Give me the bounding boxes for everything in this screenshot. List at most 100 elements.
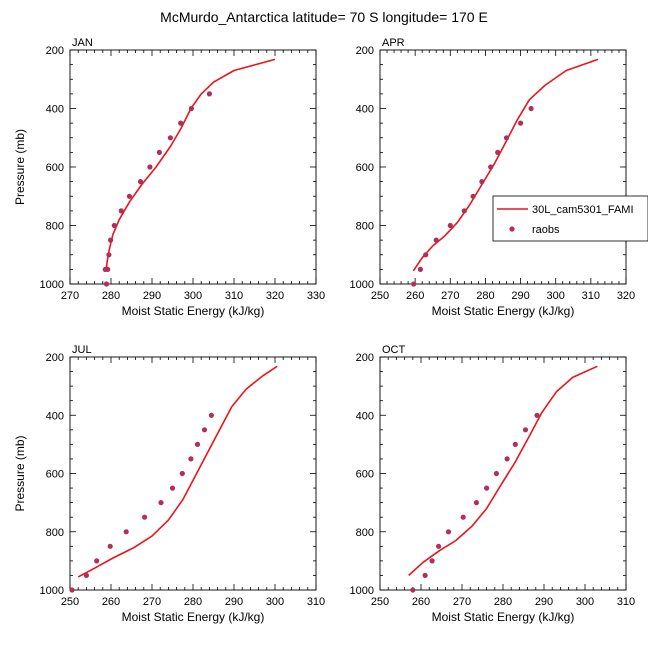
panels: 270 280 290 300 310 320 330 200 400 600 800 1000 JAN… xyxy=(13,37,635,624)
x-tick-label: 260 xyxy=(102,596,120,608)
x-tick-label: 280 xyxy=(494,596,512,608)
x-tick-label: 270 xyxy=(441,290,459,302)
obs-point xyxy=(503,135,510,141)
legend-box xyxy=(492,195,648,242)
obs-point xyxy=(447,222,453,229)
legend: 30L_cam5301_FAMI raobs xyxy=(492,195,648,242)
obs-point xyxy=(102,266,108,272)
obs-point xyxy=(423,252,429,258)
obs-point xyxy=(429,558,435,564)
x-tick-label: 300 xyxy=(266,596,284,608)
y-tick-label: 800 xyxy=(46,221,64,233)
obs-point xyxy=(167,135,173,141)
obs-point xyxy=(493,470,499,477)
obs-point xyxy=(178,120,184,126)
obs-point xyxy=(111,222,117,229)
y-tick-label: 200 xyxy=(46,45,64,57)
obs-point xyxy=(137,179,144,185)
panel-jul: 250 260 270 280 290 300 310 200 400 600 800 1000 JUL… xyxy=(13,344,325,624)
x-tick-label: 290 xyxy=(143,290,161,302)
y-tick-label: 400 xyxy=(356,410,374,422)
obs-point xyxy=(484,485,490,491)
model-series-line xyxy=(408,365,598,576)
obs-point xyxy=(147,164,153,170)
x-tick-label: 300 xyxy=(576,596,594,608)
panel-title: OCT xyxy=(382,344,406,356)
obs-point xyxy=(422,572,428,579)
y-tick-label: 1000 xyxy=(40,279,64,291)
obs-point xyxy=(518,120,524,126)
x-tick-label: 270 xyxy=(61,290,79,302)
panel-title: APR xyxy=(382,37,405,49)
y-tick-label: 800 xyxy=(46,527,64,539)
x-tick-label: 270 xyxy=(143,596,161,608)
x-tick-label: 270 xyxy=(453,596,471,608)
obs-point xyxy=(194,441,201,447)
obs-point xyxy=(188,456,194,462)
obs-point xyxy=(156,149,162,155)
obs-point xyxy=(495,149,501,155)
y-tick-label: 600 xyxy=(46,162,64,174)
x-tick-label: 280 xyxy=(102,290,120,302)
obs-point xyxy=(436,543,442,549)
obs-point xyxy=(179,470,185,477)
obs-point xyxy=(106,252,112,258)
model-series-line xyxy=(77,365,278,578)
x-tick-label: 290 xyxy=(535,596,553,608)
panel-jan: 270 280 290 300 310 320 330 200 400 600 800 1000 JAN… xyxy=(13,37,325,318)
x-tick-label: 250 xyxy=(371,290,389,302)
obs-point xyxy=(410,587,416,593)
x-tick-label: 320 xyxy=(266,290,284,302)
obs-point xyxy=(158,500,164,506)
obs-point xyxy=(534,412,540,418)
model-series-line xyxy=(412,58,599,272)
obs-point xyxy=(512,441,518,447)
obs-point xyxy=(528,105,534,112)
obs-point xyxy=(479,179,485,185)
obs-point xyxy=(118,208,124,214)
panel-oct: 250 260 270 280 290 300 310 200 400 600 800 1000 OCT… xyxy=(350,344,636,624)
obs-point xyxy=(522,427,529,433)
obs-point xyxy=(470,193,476,199)
x-tick-label: 310 xyxy=(582,290,600,302)
obs-point xyxy=(488,164,494,170)
obs-point xyxy=(107,543,113,549)
y-tick-label: 1000 xyxy=(350,279,374,291)
y-tick-label: 600 xyxy=(46,469,64,481)
obs-point xyxy=(417,266,423,272)
obs-point xyxy=(433,237,439,243)
plot-frame xyxy=(379,356,627,591)
y-tick-label: 400 xyxy=(356,104,374,116)
obs-point xyxy=(201,427,208,433)
y-tick-label: 200 xyxy=(356,45,374,57)
y-tick-label: 600 xyxy=(356,469,374,481)
obs-point xyxy=(460,514,466,520)
x-tick-label: 260 xyxy=(412,596,430,608)
plot-frame xyxy=(379,49,627,285)
obs-point xyxy=(108,237,114,243)
obs-point xyxy=(206,91,212,97)
x-tick-label: 320 xyxy=(617,290,635,302)
obs-point xyxy=(411,281,417,287)
x-tick-label: 310 xyxy=(617,596,635,608)
x-tick-label: 250 xyxy=(61,596,79,608)
x-tick-label: 300 xyxy=(184,290,202,302)
y-tick-label: 800 xyxy=(356,527,374,539)
obs-point xyxy=(69,587,75,593)
y-tick-label: 400 xyxy=(46,410,64,422)
x-axis-label: Moist Static Energy (kJ/kg) xyxy=(122,304,265,318)
panel-title: JAN xyxy=(72,37,93,49)
x-tick-label: 290 xyxy=(511,290,529,302)
obs-point xyxy=(504,456,510,462)
y-tick-label: 600 xyxy=(356,162,374,174)
x-tick-label: 250 xyxy=(371,596,389,608)
x-tick-label: 260 xyxy=(406,290,424,302)
x-tick-label: 310 xyxy=(225,290,243,302)
model-series-line xyxy=(105,58,276,271)
legend-model-label: 30L_cam5301_FAMI xyxy=(532,204,634,216)
plot-frame xyxy=(69,356,317,591)
panel-title: JUL xyxy=(72,344,92,356)
x-tick-label: 290 xyxy=(225,596,243,608)
obs-point xyxy=(208,412,214,418)
